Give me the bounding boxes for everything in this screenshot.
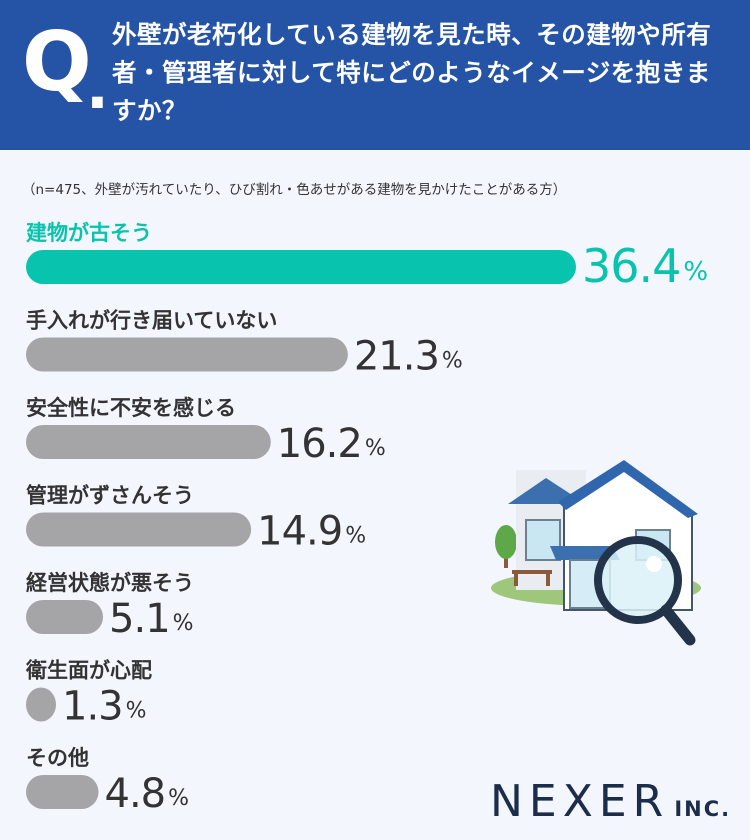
bar: [26, 250, 576, 284]
value-unit: %: [365, 436, 386, 461]
category-label: 手入れが行き届いていない: [26, 309, 277, 333]
value-label: 1.3: [62, 684, 123, 730]
nexer-logo: NEXER INC.: [490, 776, 731, 827]
question-header: Q . 外壁が老朽化している建物を見た時、その建物や所有者・管理者に対して特にど…: [0, 0, 750, 150]
category-label: 管理がずさんそう: [26, 484, 194, 508]
bar: [26, 425, 271, 459]
value-label: 16.2: [277, 421, 362, 467]
value-unit: %: [168, 786, 189, 811]
category-label: その他: [26, 746, 89, 770]
value-unit: %: [126, 699, 147, 724]
category-label: 建物が古そう: [26, 221, 152, 245]
value-label: 5.1: [109, 596, 170, 642]
value-unit: %: [173, 611, 194, 636]
category-label: 安全性に不安を感じる: [26, 396, 236, 420]
question-text: 外壁が老朽化している建物を見た時、その建物や所有者・管理者に対して特にどのような…: [112, 20, 712, 125]
bar: [26, 775, 99, 809]
value-label: 14.9: [257, 509, 342, 555]
value-label: 36.4: [582, 239, 680, 293]
bar: [26, 512, 252, 547]
sample-note: （n=475、外壁が汚れていたり、ひび割れ・色あせがある建物を見かけたことがある…: [22, 182, 567, 198]
value-label: 21.3: [354, 334, 439, 380]
nexer-logo-suffix: INC.: [674, 797, 732, 821]
value-unit: %: [345, 524, 366, 549]
value-unit: %: [683, 257, 708, 287]
house-with-magnifier-icon: [491, 460, 701, 646]
bar: [26, 337, 348, 372]
value-unit: %: [442, 349, 463, 374]
bar: [26, 600, 104, 634]
bar: [26, 687, 56, 722]
category-label: 衛生面が心配: [25, 659, 152, 683]
question-mark-dot: .: [86, 53, 109, 123]
category-label: 経営状態が悪そう: [26, 571, 194, 595]
nexer-logo-main: NEXER: [490, 776, 670, 827]
question-mark-label: Q: [22, 15, 92, 110]
value-label: 4.8: [105, 771, 166, 817]
